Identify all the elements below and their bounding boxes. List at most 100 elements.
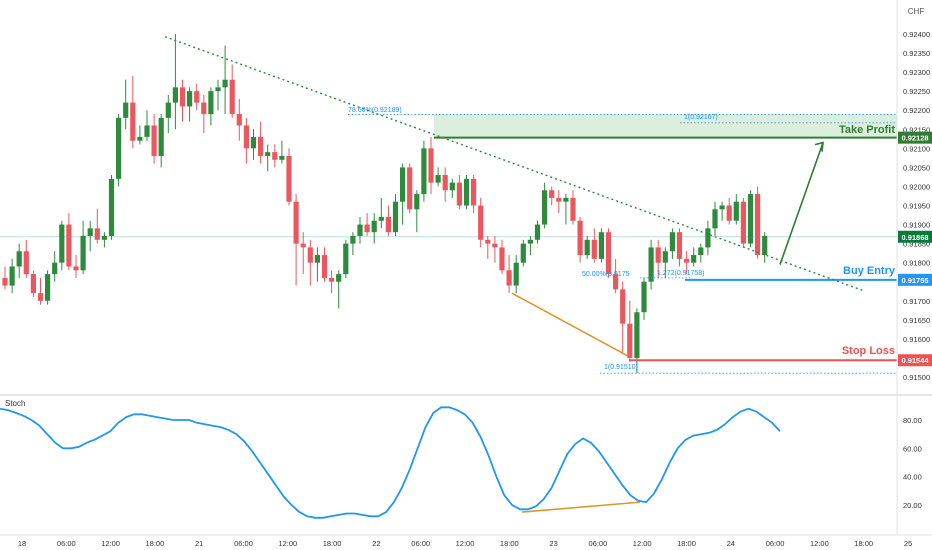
candle-body	[307, 247, 313, 263]
candle-body	[172, 87, 178, 103]
trendline	[164, 36, 866, 292]
candles-layer	[2, 34, 768, 374]
time-tick-label: 18	[18, 539, 26, 548]
divergence-price-line	[511, 292, 629, 357]
candle-body	[101, 235, 107, 240]
candle-body	[747, 194, 754, 244]
candle-body	[80, 235, 86, 271]
level-price-box	[898, 273, 932, 286]
candle-body	[243, 125, 249, 149]
candle-body	[641, 281, 647, 313]
level-price-text: 0.92128	[901, 134, 928, 143]
candle-body	[364, 224, 370, 233]
candle-body	[577, 220, 583, 256]
projection-arrow-line	[779, 142, 824, 265]
candle-body	[421, 148, 427, 195]
candle-body	[229, 79, 235, 115]
candle-body	[357, 224, 363, 236]
candle-body	[598, 232, 604, 259]
candle-body	[179, 87, 186, 107]
time-tick-label: 06:00	[234, 539, 253, 548]
time-tick-label: 18:00	[677, 539, 696, 548]
price-tick-label: 0.92350	[903, 49, 930, 58]
candle-body	[570, 197, 576, 221]
stop-loss-label: Stop Loss	[842, 345, 895, 357]
candle-body	[350, 235, 356, 244]
price-tick-label: 0.91500	[903, 373, 930, 382]
candle-body	[620, 289, 626, 324]
candle-body	[23, 251, 29, 275]
candle-body	[613, 274, 619, 290]
candle-body	[442, 175, 448, 191]
candle-body	[52, 262, 58, 275]
price-tick-label: 0.91850	[903, 240, 930, 249]
time-tick-label: 06:00	[411, 539, 430, 548]
candle-body	[684, 258, 690, 263]
candle-body	[449, 182, 455, 191]
candle-body	[712, 209, 718, 229]
time-tick-label: 06:00	[57, 539, 76, 548]
candle-body	[137, 136, 143, 141]
candle-body	[719, 205, 725, 210]
price-tick-label: 0.92050	[903, 163, 930, 172]
candle-body	[499, 247, 505, 271]
candle-body	[279, 155, 285, 160]
candle-body	[627, 323, 633, 358]
candle-body	[762, 235, 768, 256]
time-tick-label: 12:00	[810, 539, 829, 548]
candle-body	[520, 243, 526, 263]
candle-body	[258, 136, 264, 156]
candle-body	[87, 228, 93, 236]
candle-body	[755, 194, 761, 256]
candle-body	[478, 205, 484, 240]
candle-body	[456, 182, 462, 206]
candle-body	[400, 167, 406, 202]
fib-label: 1.272(0.91758)	[657, 270, 704, 277]
candle-body	[314, 255, 320, 263]
stoch-tick-label: 80.00	[903, 416, 922, 425]
candle-body	[108, 178, 115, 236]
candle-body	[265, 152, 271, 156]
currency-label: CHF	[908, 7, 925, 16]
candle-body	[158, 117, 164, 156]
candle-body	[435, 175, 441, 183]
candle-body	[236, 114, 242, 126]
fib-label: 1(0.91510)	[604, 364, 638, 371]
candle-body	[733, 201, 739, 221]
candle-body	[336, 274, 342, 282]
candle-body	[94, 228, 100, 240]
time-tick-label: 18:00	[500, 539, 519, 548]
time-tick-label: 18:00	[854, 539, 873, 548]
candle-body	[321, 255, 328, 278]
candle-body	[215, 87, 221, 92]
time-tick-label: 25	[904, 539, 912, 548]
current-price-text: 0.91868	[901, 233, 928, 242]
candle-body	[705, 228, 711, 248]
price-tick-label: 0.92200	[903, 106, 930, 115]
candle-body	[549, 190, 555, 198]
candle-body	[534, 224, 541, 240]
buy-entry-label: Buy Entry	[843, 265, 896, 277]
candle-body	[428, 148, 434, 183]
candle-body	[2, 277, 8, 286]
take-profit-zone-fill	[434, 114, 897, 138]
time-tick-label: 21	[195, 539, 203, 548]
time-tick-label: 06:00	[589, 539, 608, 548]
candle-body	[293, 201, 299, 244]
price-tick-label: 0.92400	[903, 30, 930, 39]
candle-body	[648, 247, 654, 282]
price-tick-label: 0.91600	[903, 335, 930, 344]
time-tick-label: 12:00	[633, 539, 652, 548]
stoch-panel	[0, 406, 781, 519]
candle-body	[378, 216, 384, 221]
stoch-tick-label: 60.00	[903, 444, 922, 453]
candle-body	[66, 224, 72, 267]
candle-body	[676, 232, 683, 259]
candle-body	[563, 197, 569, 202]
candle-body	[208, 91, 214, 115]
price-tick-label: 0.91800	[903, 259, 930, 268]
candle-body	[16, 251, 22, 267]
stoch-tick-label: 20.00	[903, 501, 922, 510]
candle-body	[123, 102, 129, 118]
